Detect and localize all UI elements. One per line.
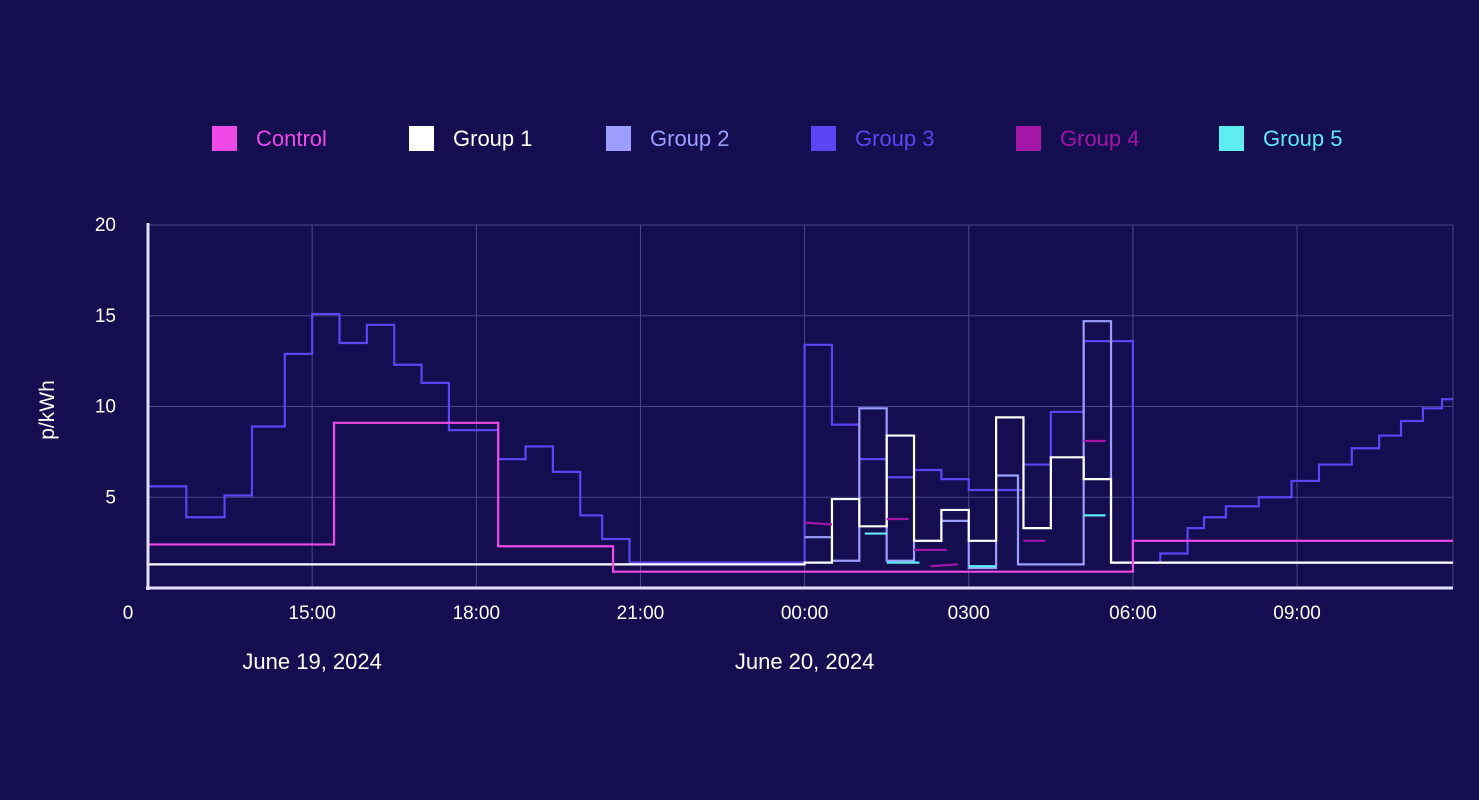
legend-item-group-2: Group 2: [606, 126, 730, 151]
series-group-4-segment: [930, 563, 958, 568]
legend-swatch: [606, 126, 631, 151]
legend-label: Group 3: [855, 126, 935, 151]
legend-label: Group 5: [1263, 126, 1343, 151]
legend-item-group-5: Group 5: [1219, 126, 1343, 151]
x-tick-label: 09:00: [1273, 603, 1321, 624]
series-lines: [148, 312, 1453, 573]
legend-label: Group 4: [1060, 126, 1140, 151]
y-tick-label: 15: [95, 306, 116, 327]
x-tick-label: 0300: [948, 603, 990, 624]
x-tick-label: 00:00: [781, 603, 829, 624]
x-tick-label: 21:00: [617, 603, 665, 624]
series-group-4-segment: [804, 521, 833, 526]
x-tick-label: 18:00: [453, 603, 501, 624]
legend-item-control: Control: [212, 126, 327, 151]
y-tick-label: 10: [95, 397, 116, 418]
legend-label: Control: [256, 126, 327, 151]
x-tick-label: 15:00: [288, 603, 336, 624]
date-label: June 20, 2024: [735, 649, 874, 674]
legend-label: Group 1: [453, 126, 533, 151]
legend: Control Group 1 Group 2 Group 3 Group 4 Group…: [212, 126, 1343, 151]
legend-label: Group 2: [650, 126, 730, 151]
legend-item-group-4: Group 4: [1016, 126, 1140, 151]
legend-swatch: [212, 126, 237, 151]
y-tick-label: 0: [123, 603, 134, 624]
axes: 0 5 10 15 20 15:00 18:00 21:00 00:00 0300 06:00 09:…: [95, 215, 1453, 674]
y-axis-label: p/kWh: [36, 380, 59, 440]
y-tick-label: 5: [105, 487, 116, 508]
date-label: June 19, 2024: [242, 649, 381, 674]
grid: [148, 224, 1454, 588]
series-group-2-line: [804, 320, 1453, 570]
y-tick-label: 20: [95, 215, 116, 236]
series-group-3-line: [148, 312, 1453, 564]
legend-swatch: [1219, 126, 1244, 151]
legend-swatch: [811, 126, 836, 151]
series-group-1-line: [148, 416, 1453, 566]
legend-item-group-1: Group 1: [409, 126, 533, 151]
series-control-line: [148, 421, 1453, 573]
legend-item-group-3: Group 3: [811, 126, 935, 151]
x-tick-label: 06:00: [1109, 603, 1157, 624]
legend-swatch: [1016, 126, 1041, 151]
legend-swatch: [409, 126, 434, 151]
